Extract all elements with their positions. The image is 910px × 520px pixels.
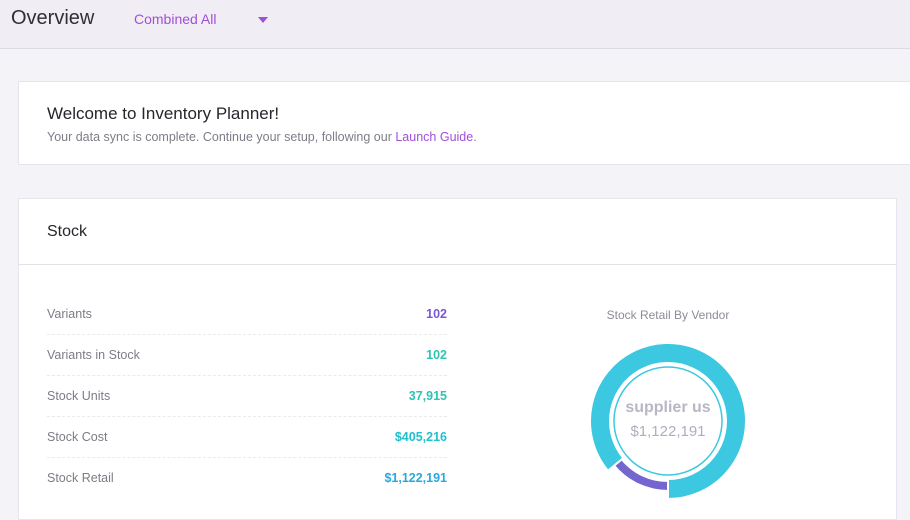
metric-label: Stock Units <box>47 389 111 403</box>
page-title: Overview <box>11 7 95 29</box>
metric-row-stock-retail: Stock Retail $1,122,191 <box>47 458 447 498</box>
metric-label: Variants in Stock <box>47 348 140 362</box>
top-bar: Overview Combined All <box>0 0 910 49</box>
metric-row-stock-units: Stock Units 37,915 <box>47 376 447 417</box>
welcome-card: Welcome to Inventory Planner! Your data … <box>18 81 910 165</box>
donut-center-value: $1,122,191 <box>630 423 706 440</box>
metric-row-stock-cost: Stock Cost $405,216 <box>47 417 447 458</box>
donut-inner-ring <box>613 366 723 476</box>
stock-metrics: Variants 102 Variants in Stock 102 Stock… <box>47 294 447 498</box>
welcome-title: Welcome to Inventory Planner! <box>47 104 280 123</box>
vendor-donut-chart <box>589 342 747 501</box>
metric-row-variants: Variants 102 <box>47 294 447 335</box>
launch-guide-link[interactable]: Launch Guide <box>395 130 474 144</box>
welcome-suffix: . <box>473 130 477 144</box>
metric-row-variants-in-stock: Variants in Stock 102 <box>47 335 447 376</box>
donut-center-label: supplier us <box>625 399 711 416</box>
metric-label: Variants <box>47 307 92 321</box>
caret-down-icon[interactable] <box>258 17 268 23</box>
metric-label: Stock Cost <box>47 430 108 444</box>
welcome-text: Your data sync is complete. Continue you… <box>47 130 477 144</box>
stock-title: Stock <box>47 223 88 240</box>
welcome-message: Your data sync is complete. Continue you… <box>47 130 396 144</box>
stock-header: Stock <box>19 199 896 265</box>
metric-value: 102 <box>426 348 447 362</box>
stock-card: Stock Variants 102 Variants in Stock 102… <box>18 198 897 520</box>
donut-slice-major[interactable] <box>589 342 747 501</box>
metric-label: Stock Retail <box>47 471 114 485</box>
store-selector[interactable]: Combined All <box>134 11 217 27</box>
chart-title: Stock Retail By Vendor <box>606 308 730 322</box>
metric-value: 37,915 <box>408 389 447 403</box>
metric-value: $1,122,191 <box>384 471 447 485</box>
metric-value: 102 <box>426 307 447 321</box>
metric-value: $405,216 <box>394 430 447 444</box>
